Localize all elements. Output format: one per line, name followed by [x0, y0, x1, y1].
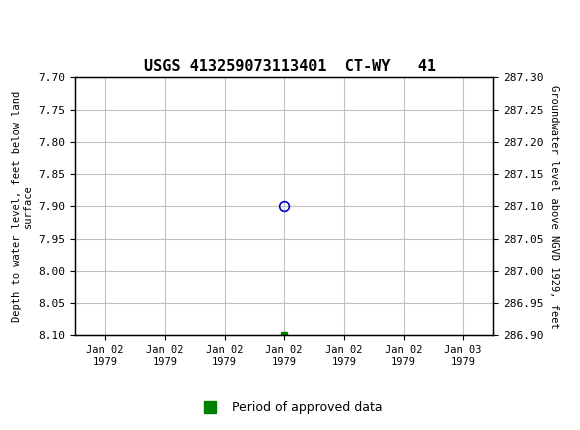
- Y-axis label: Depth to water level, feet below land
surface: Depth to water level, feet below land su…: [12, 91, 33, 322]
- Text: ✂USGS: ✂USGS: [12, 16, 78, 36]
- Legend: Period of approved data: Period of approved data: [192, 396, 388, 419]
- Text: USGS 413259073113401  CT-WY   41: USGS 413259073113401 CT-WY 41: [144, 59, 436, 74]
- Y-axis label: Groundwater level above NGVD 1929, feet: Groundwater level above NGVD 1929, feet: [549, 85, 559, 328]
